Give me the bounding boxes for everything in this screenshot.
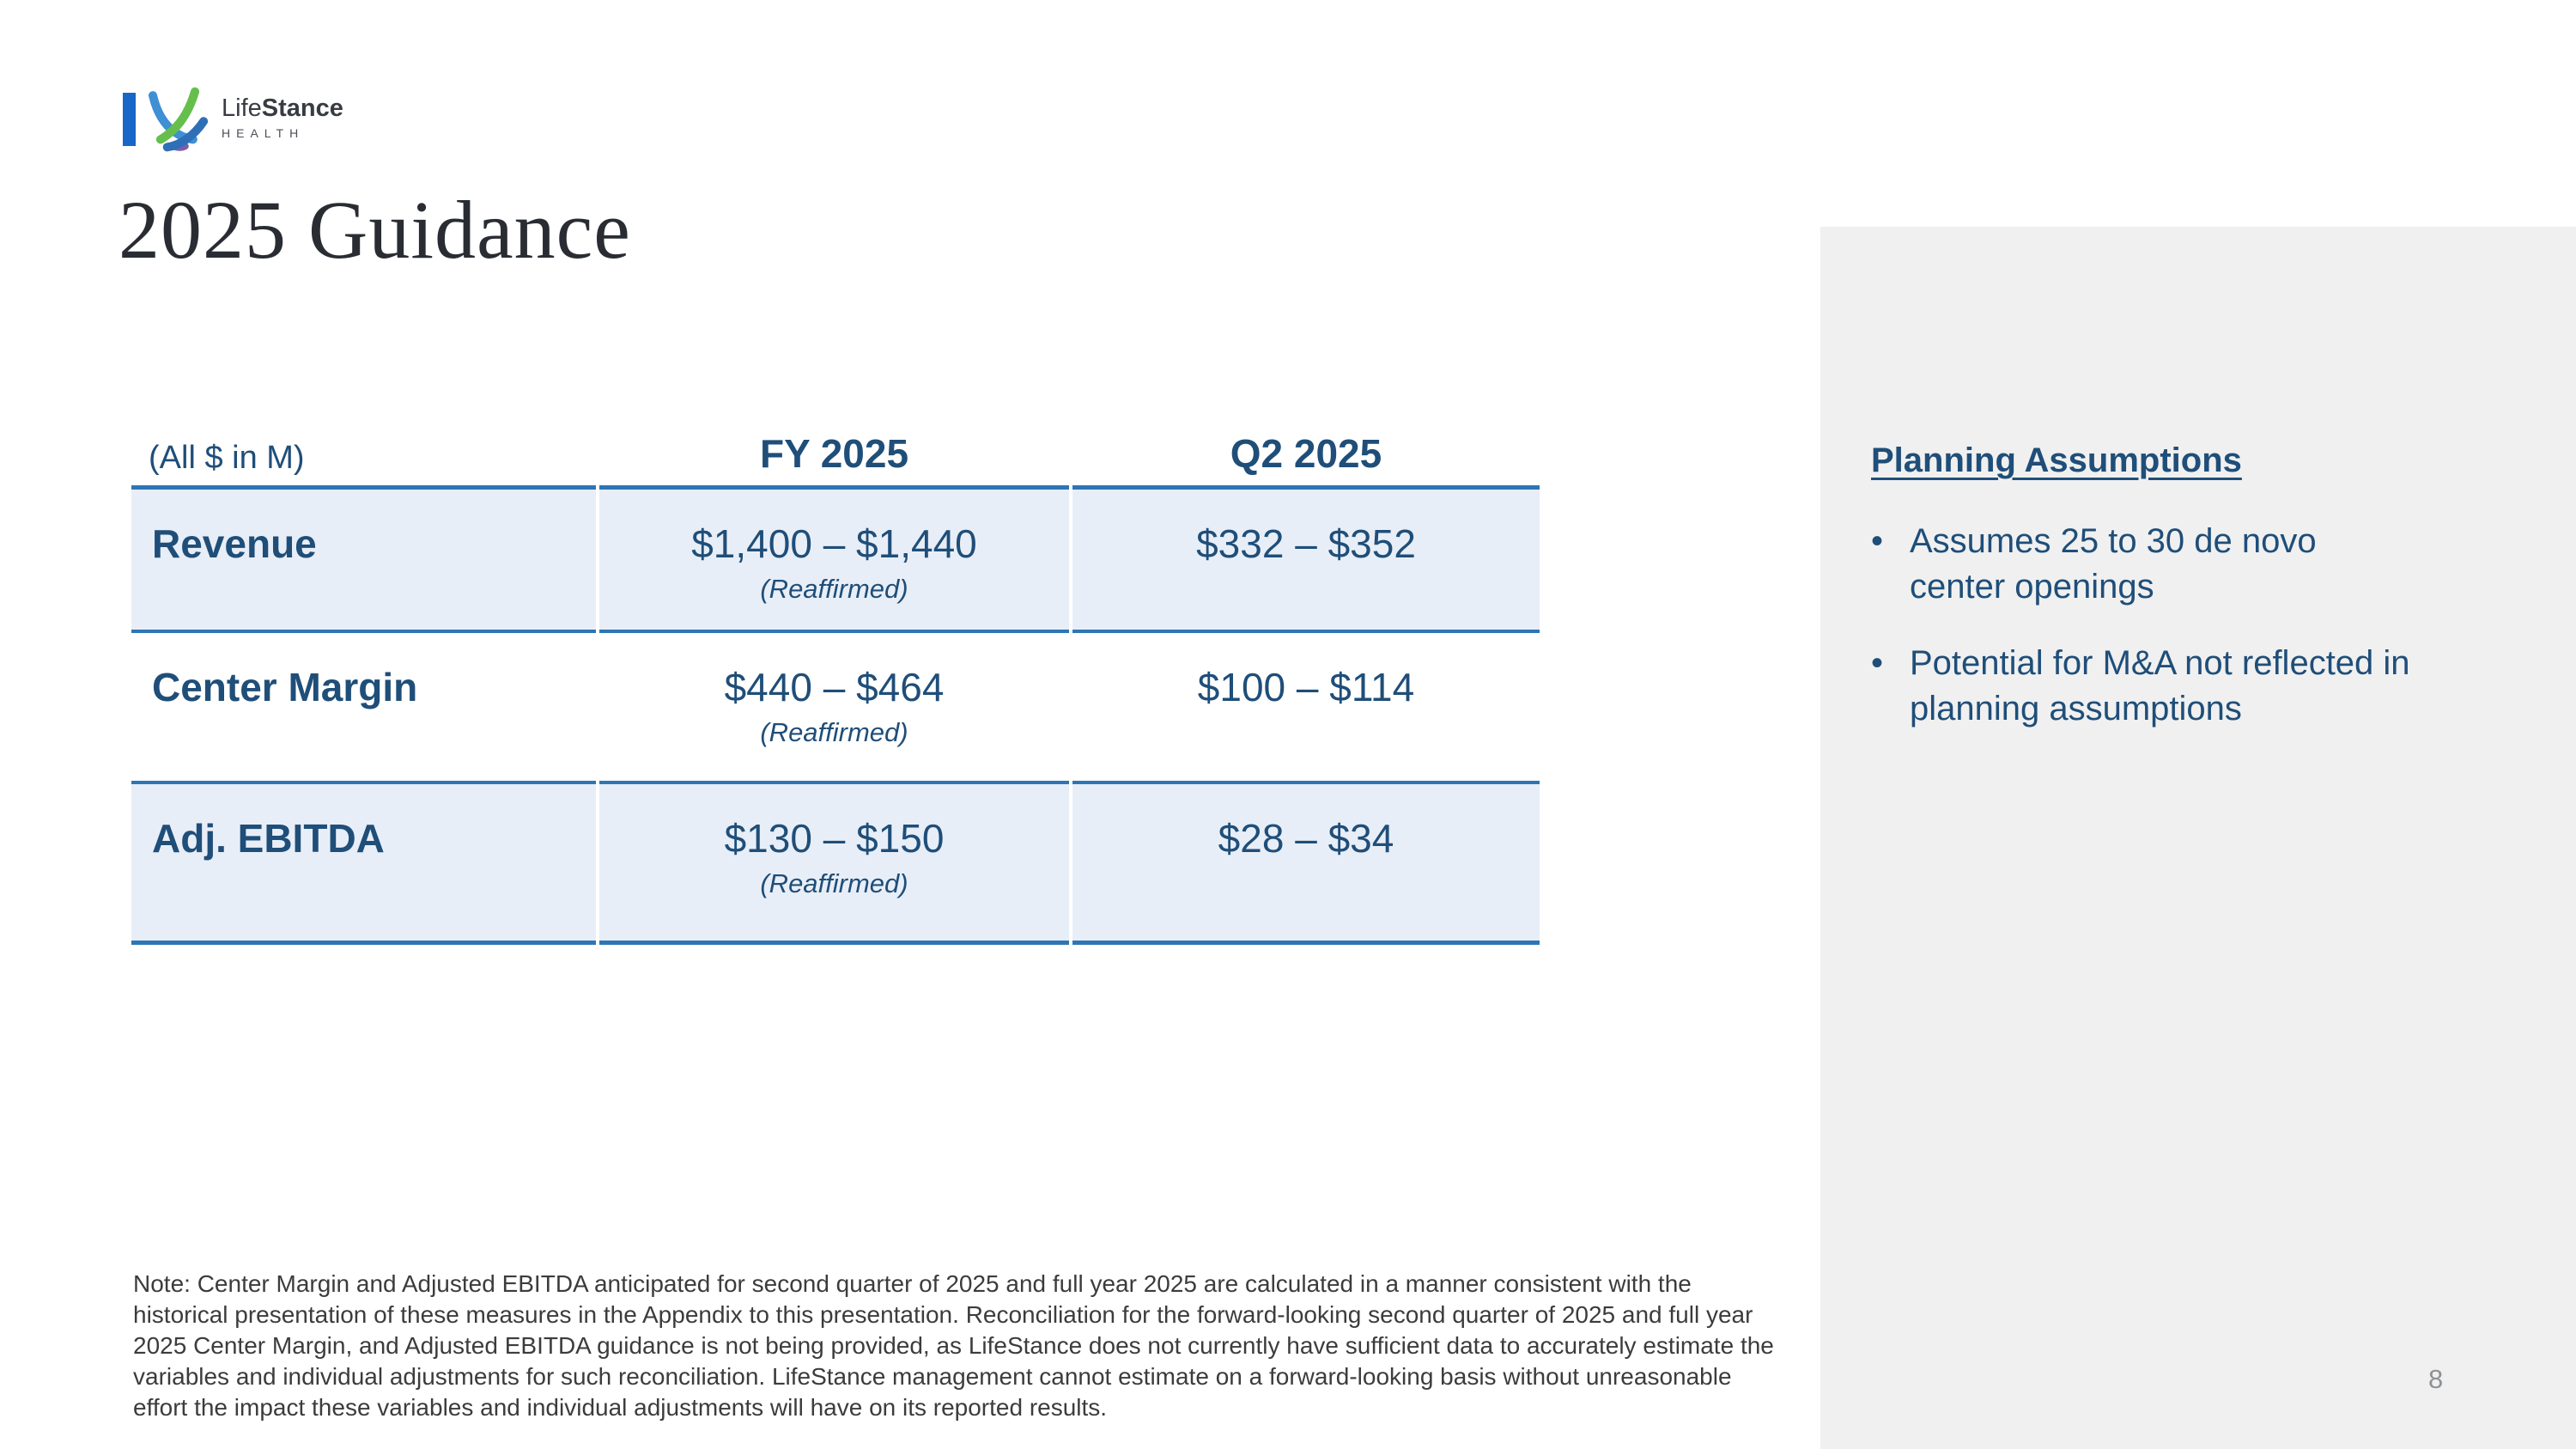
center-margin-q2-range: $100 – $114 [1197, 665, 1415, 709]
adj-ebitda-fy-range: $130 – $150 [724, 816, 945, 861]
logo-text: LifeStance HEALTH [222, 96, 343, 141]
revenue-fy-range: $1,400 – $1,440 [691, 521, 977, 566]
table-cell-adj-ebitda-label: Adj. EBITDA [131, 784, 596, 945]
logo-name: LifeStance [222, 96, 343, 121]
revenue-fy-reaffirmed: (Reaffirmed) [760, 573, 908, 604]
footnote-line: effort the impact these variables and in… [133, 1394, 1108, 1421]
bullet-text: Assumes 25 to 30 de novo center openings [1910, 519, 2317, 610]
table-header-q22025: Q2 2025 [1072, 428, 1540, 490]
bullet-line: Potential for M&A not reflected in [1910, 644, 2410, 682]
logo-name-life: Life [222, 94, 262, 122]
table-cell-center-margin-q2: $100 – $114 [1072, 633, 1540, 784]
table-cell-revenue-label: Revenue [131, 490, 596, 633]
page-title: 2025 Guidance [118, 184, 631, 276]
bullet-icon: • [1871, 644, 1884, 682]
guidance-table: (All $ in M) FY 2025 Q2 2025 Revenue $1,… [131, 428, 1540, 945]
table-cell-center-margin-fy: $440 – $464 (Reaffirmed) [599, 633, 1069, 784]
footnote-line: Note: Center Margin and Adjusted EBITDA … [133, 1270, 1692, 1297]
logo-name-stance: Stance [261, 94, 343, 122]
table-cell-center-margin-label: Center Margin [131, 633, 596, 784]
table-cell-adj-ebitda-fy: $130 – $150 (Reaffirmed) [599, 784, 1069, 945]
logo-blue-bar [123, 93, 136, 146]
logo-subtitle: HEALTH [222, 126, 305, 140]
table-header-fy2025: FY 2025 [599, 428, 1069, 490]
table-cell-adj-ebitda-q2: $28 – $34 [1072, 784, 1540, 945]
footnote-line: 2025 Center Margin, and Adjusted EBITDA … [133, 1332, 1774, 1359]
footnote: Note: Center Margin and Adjusted EBITDA … [133, 1269, 1774, 1423]
lifestance-logo-icon [148, 86, 209, 157]
footnote-line: historical presentation of these measure… [133, 1301, 1753, 1328]
table-cell-revenue-q2: $332 – $352 [1072, 490, 1540, 633]
bullet-item-de-novo: • Assumes 25 to 30 de novo center openin… [1871, 519, 2317, 610]
planning-assumptions-heading: Planning Assumptions [1871, 441, 2242, 479]
table-cell-revenue-fy: $1,400 – $1,440 (Reaffirmed) [599, 490, 1069, 633]
bullet-line: Assumes 25 to 30 de novo [1910, 522, 2317, 560]
bullet-text: Potential for M&A not reflected in plann… [1910, 641, 2410, 732]
planning-assumptions-panel: Planning Assumptions • Assumes 25 to 30 … [1820, 227, 2576, 1449]
adj-ebitda-fy-reaffirmed: (Reaffirmed) [760, 868, 908, 898]
adj-ebitda-q2-range: $28 – $34 [1218, 816, 1394, 861]
lifestance-logo: LifeStance HEALTH [123, 84, 343, 157]
bullet-item-ma: • Potential for M&A not reflected in pla… [1871, 641, 2410, 732]
center-margin-fy-reaffirmed: (Reaffirmed) [760, 716, 908, 747]
revenue-q2-range: $332 – $352 [1196, 521, 1416, 566]
center-margin-fy-range: $440 – $464 [724, 665, 945, 709]
bullet-icon: • [1871, 522, 1884, 560]
table-unit-label: (All $ in M) [131, 428, 596, 490]
footnote-line: variables and individual adjustments for… [133, 1363, 1732, 1390]
bullet-line: planning assumptions [1910, 690, 2242, 728]
page-number: 8 [2428, 1364, 2444, 1394]
bullet-line: center openings [1910, 568, 2154, 606]
